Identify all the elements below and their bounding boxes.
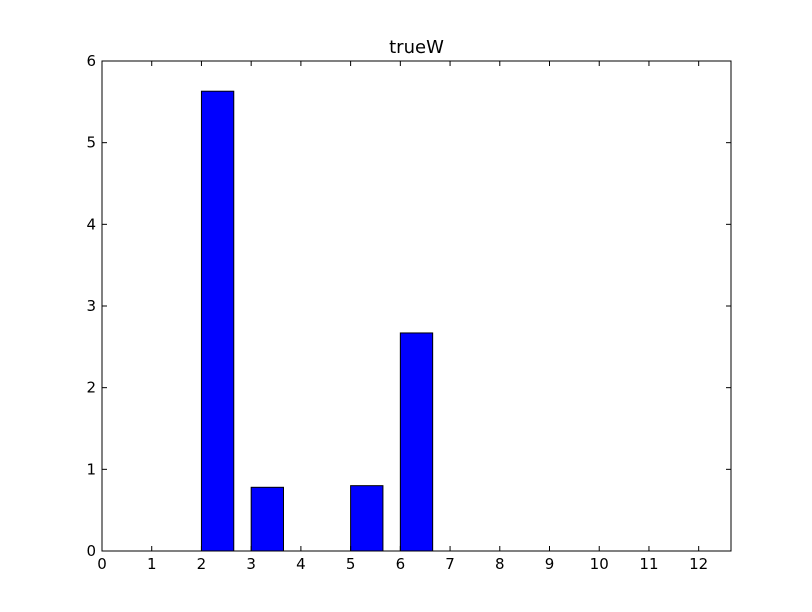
y-tick-label-2: 2: [86, 379, 96, 397]
x-tick-label-10: 10: [590, 555, 609, 573]
x-axis-ticks: 0 1 2 3 4 5 6 7 8 9 10 11 12: [97, 61, 708, 573]
x-tick-label-4: 4: [296, 555, 306, 573]
x-tick-label-8: 8: [495, 555, 505, 573]
bar-3: [250, 486, 284, 552]
y-tick-label-4: 4: [86, 215, 96, 233]
x-tick-label-9: 9: [545, 555, 555, 573]
y-axis-ticks: 0 1 2 3 4 5 6: [86, 52, 731, 560]
x-tick-label-1: 1: [147, 555, 157, 573]
chart-title: trueW: [389, 37, 444, 58]
x-tick-label-3: 3: [246, 555, 256, 573]
y-tick-label-3: 3: [86, 297, 96, 315]
bar-5: [350, 485, 384, 552]
bar-2: [200, 90, 235, 552]
x-tick-label-12: 12: [689, 555, 708, 573]
y-tick-label-0: 0: [86, 542, 96, 560]
x-tick-label-5: 5: [346, 555, 356, 573]
x-tick-label-7: 7: [445, 555, 455, 573]
y-tick-label-6: 6: [86, 52, 96, 70]
x-tick-label-6: 6: [396, 555, 406, 573]
bars-group: [200, 90, 434, 552]
x-tick-label-2: 2: [197, 555, 207, 573]
bar-6: [399, 332, 434, 552]
y-tick-label-1: 1: [86, 460, 96, 478]
y-tick-label-5: 5: [86, 134, 96, 152]
x-tick-label-11: 11: [639, 555, 658, 573]
x-tick-label-0: 0: [97, 555, 107, 573]
